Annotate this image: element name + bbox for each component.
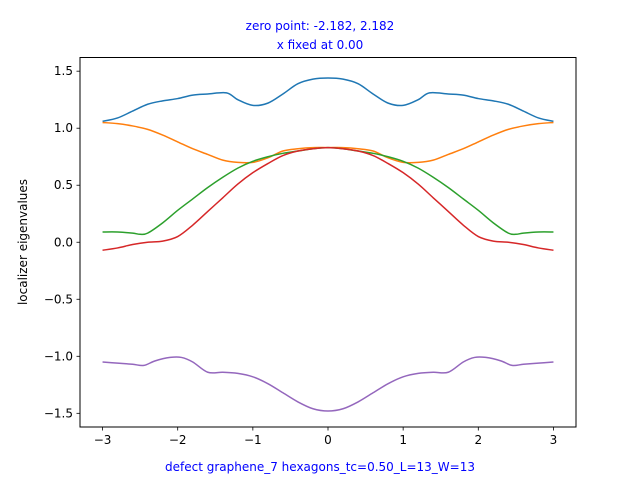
x-axis: −3 −2 −1 0 1 2 3 <box>94 427 558 447</box>
y-axis-label: localizer eigenvalues <box>16 179 30 305</box>
x-tick-label: 3 <box>550 433 558 447</box>
x-tick-label: 0 <box>324 433 332 447</box>
series-line-1 <box>102 77 554 123</box>
x-axis-label: defect graphene_7 hexagons_tc=0.50_L=13_… <box>165 460 475 474</box>
x-tick-label: −2 <box>169 433 187 447</box>
x-tick-label: 2 <box>474 433 482 447</box>
x-tick-label: −3 <box>94 433 112 447</box>
y-tick-label: 0.5 <box>54 178 73 192</box>
y-tick-label: −0.5 <box>44 292 73 306</box>
series-line-3 <box>102 146 554 236</box>
y-tick-label: −1.0 <box>44 349 73 363</box>
y-tick-label: 1.0 <box>54 121 73 135</box>
series-layer <box>102 77 554 412</box>
chart-title-line2: x fixed at 0.00 <box>277 38 364 52</box>
y-axis: −1.5 −1.0 −0.5 0.0 0.5 1.0 1.5 <box>44 64 80 420</box>
y-tick-label: 0.0 <box>54 235 73 249</box>
x-tick-label: 1 <box>399 433 407 447</box>
x-tick-label: −1 <box>244 433 262 447</box>
series-line-2 <box>102 121 554 164</box>
series-line-4 <box>102 146 554 251</box>
y-tick-label: −1.5 <box>44 406 73 420</box>
chart-title-line1: zero point: -2.182, 2.182 <box>246 19 395 33</box>
y-tick-label: 1.5 <box>54 64 73 78</box>
series-line-5 <box>102 356 554 412</box>
